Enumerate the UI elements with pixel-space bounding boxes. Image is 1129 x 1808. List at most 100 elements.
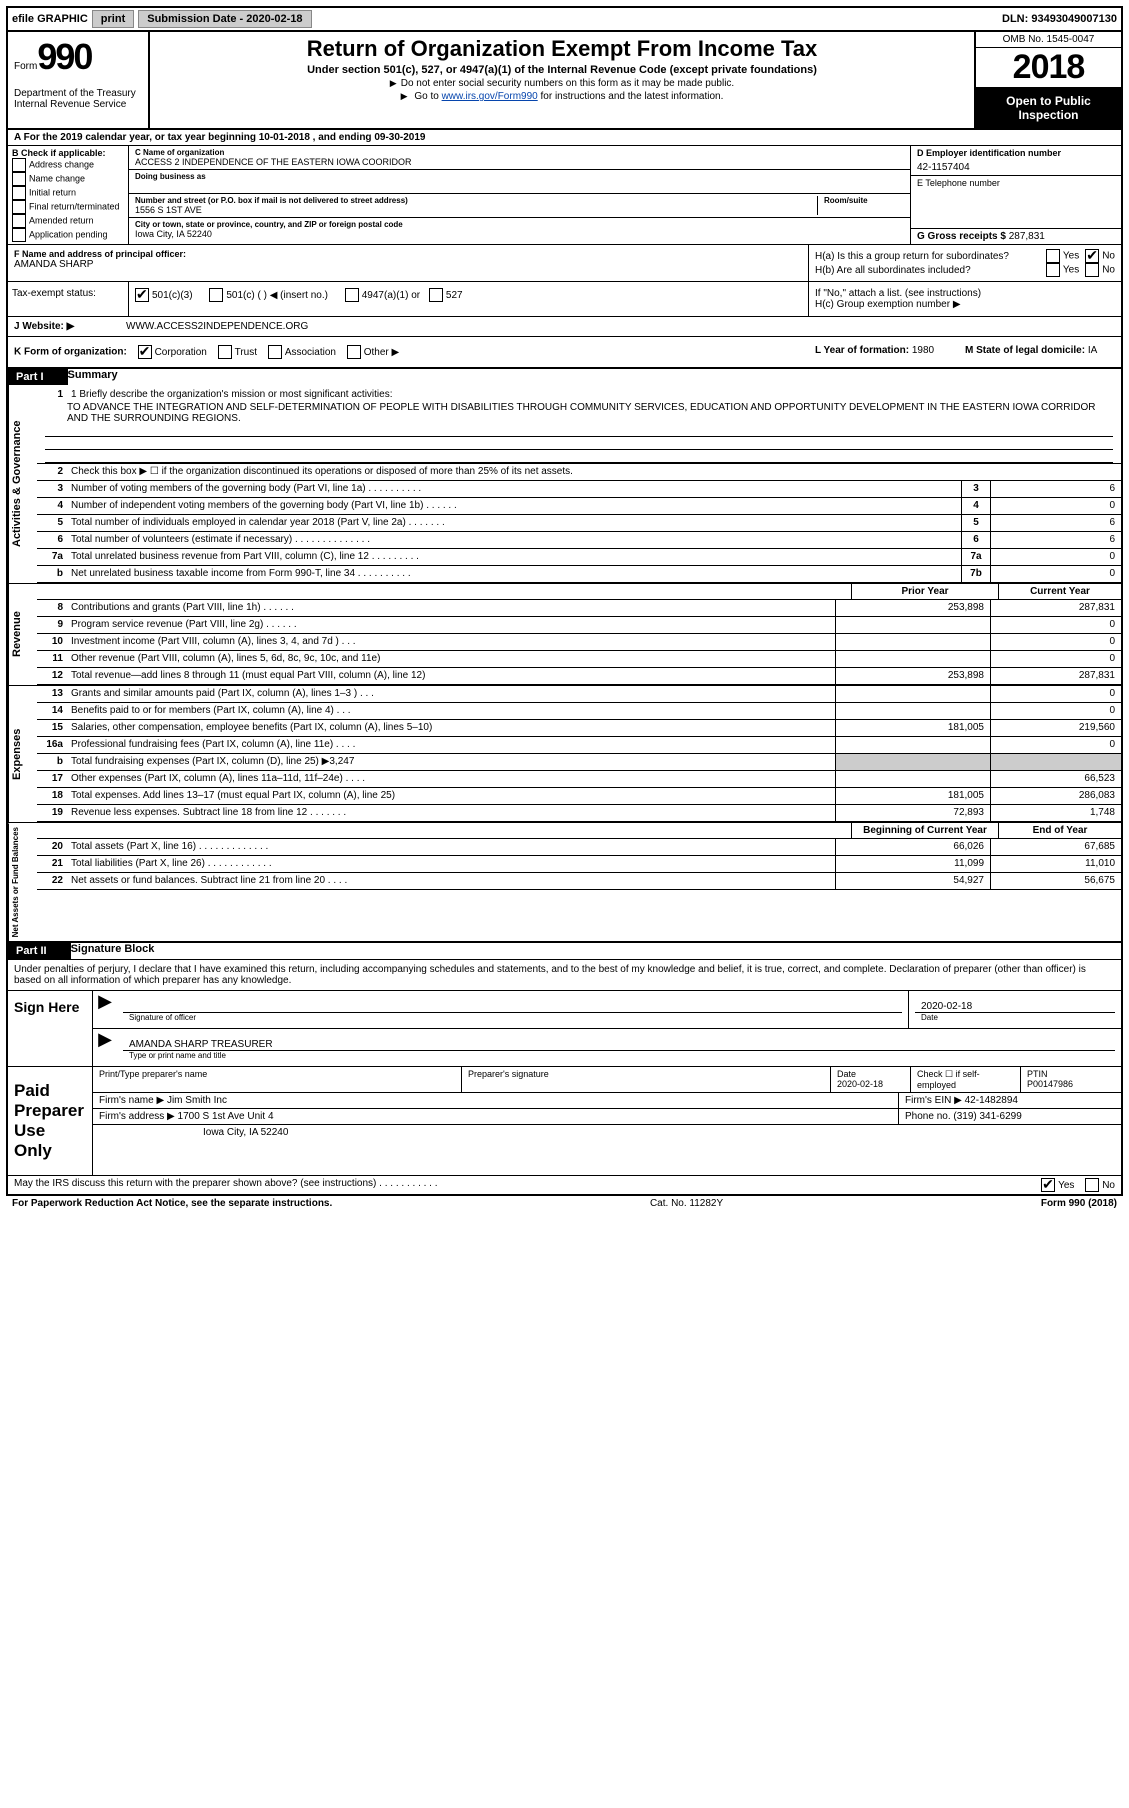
table-row: 3Number of voting members of the governi… [37, 481, 1121, 498]
signature-block: Under penalties of perjury, I declare th… [6, 959, 1123, 1196]
table-row: 16aProfessional fundraising fees (Part I… [37, 737, 1121, 754]
sign-date: 2020-02-18 [915, 993, 1115, 1012]
part1-header: Part I Summary [8, 369, 1121, 385]
chk-assoc[interactable]: Association [268, 347, 336, 358]
table-row: 17Other expenses (Part IX, column (A), l… [37, 771, 1121, 788]
dln-label: DLN: 93493049007130 [1002, 13, 1117, 25]
mission-text: TO ADVANCE THE INTEGRATION AND SELF-DETE… [37, 402, 1121, 424]
omb-number: OMB No. 1545-0047 [976, 32, 1121, 48]
table-row: bNet unrelated business taxable income f… [37, 566, 1121, 583]
org-city: Iowa City, IA 52240 [135, 229, 904, 239]
chk-527[interactable]: 527 [429, 290, 463, 301]
governance-block: Activities & Governance 11 Briefly descr… [8, 385, 1121, 583]
table-row: 11Other revenue (Part VIII, column (A), … [37, 651, 1121, 668]
table-row: 14Benefits paid to or for members (Part … [37, 703, 1121, 720]
table-row: 15Salaries, other compensation, employee… [37, 720, 1121, 737]
table-row: 9Program service revenue (Part VIII, lin… [37, 617, 1121, 634]
year-formation: 1980 [912, 345, 934, 356]
top-bar: efile GRAPHIC print Submission Date - 20… [6, 6, 1123, 32]
print-button[interactable]: print [92, 10, 134, 28]
table-row: 7aTotal unrelated business revenue from … [37, 549, 1121, 566]
officer-signature[interactable] [123, 993, 902, 1012]
perjury-declaration: Under penalties of perjury, I declare th… [8, 960, 1121, 990]
part2-header: Part II Signature Block [6, 943, 1123, 959]
section-b: B Check if applicable: Address change Na… [8, 146, 129, 244]
officer-typed-name: AMANDA SHARP TREASURER [123, 1031, 1115, 1050]
section-d: D Employer identification number 42-1157… [910, 146, 1121, 244]
table-row: 10Investment income (Part VIII, column (… [37, 634, 1121, 651]
table-row: 5Total number of individuals employed in… [37, 515, 1121, 532]
public-inspection: Open to Public Inspection [976, 88, 1121, 128]
chk-501c3[interactable]: 501(c)(3) [135, 290, 193, 301]
form-note1: Do not enter social security numbers on … [158, 78, 966, 89]
chk-trust[interactable]: Trust [218, 347, 257, 358]
chk-corp[interactable]: Corporation [138, 347, 207, 358]
form-subtitle: Under section 501(c), 527, or 4947(a)(1)… [158, 64, 966, 76]
page-footer: For Paperwork Reduction Act Notice, see … [6, 1196, 1123, 1211]
efile-label: efile GRAPHIC [12, 13, 88, 25]
table-row: bTotal fundraising expenses (Part IX, co… [37, 754, 1121, 771]
ha-yes[interactable]: Yes [1046, 249, 1079, 263]
discuss-no[interactable]: No [1085, 1180, 1115, 1191]
firm-name: Jim Smith Inc [167, 1095, 227, 1106]
firm-address2: Iowa City, IA 52240 [93, 1125, 1121, 1140]
check-initial-return[interactable]: Initial return [12, 186, 124, 200]
table-row: 6Total number of volunteers (estimate if… [37, 532, 1121, 549]
section-fh: F Name and address of principal officer:… [6, 245, 1123, 282]
table-row: 19Revenue less expenses. Subtract line 1… [37, 805, 1121, 822]
table-row: 18Total expenses. Add lines 13–17 (must … [37, 788, 1121, 805]
revenue-block: Revenue Prior YearCurrent Year 8Contribu… [8, 583, 1121, 685]
table-row: 13Grants and similar amounts paid (Part … [37, 686, 1121, 703]
section-bcd: B Check if applicable: Address change Na… [6, 146, 1123, 245]
table-row: 4Number of independent voting members of… [37, 498, 1121, 515]
irs-link[interactable]: www.irs.gov/Form990 [442, 91, 538, 102]
discuss-yes[interactable]: Yes [1041, 1180, 1074, 1191]
firm-phone: (319) 341-6299 [953, 1111, 1021, 1122]
form-number-box: Form990 Department of the Treasury Inter… [8, 32, 150, 128]
website-row: J Website: ▶ WWW.ACCESS2INDEPENDENCE.ORG [6, 317, 1123, 337]
hb-no[interactable]: No [1085, 263, 1115, 277]
tax-year: 2018 [976, 48, 1121, 88]
hb-yes[interactable]: Yes [1046, 263, 1079, 277]
section-f: F Name and address of principal officer:… [8, 245, 809, 281]
right-header-box: OMB No. 1545-0047 2018 Open to Public In… [976, 32, 1121, 128]
table-row: 12Total revenue—add lines 8 through 11 (… [37, 668, 1121, 685]
table-row: 8Contributions and grants (Part VIII, li… [37, 600, 1121, 617]
arrow-icon: ▶ [93, 991, 117, 1028]
check-pending[interactable]: Application pending [12, 228, 124, 242]
check-address-change[interactable]: Address change [12, 158, 124, 172]
netassets-block: Net Assets or Fund Balances Beginning of… [8, 822, 1121, 943]
firm-address: 1700 S 1st Ave Unit 4 [178, 1111, 274, 1122]
expenses-block: Expenses 13Grants and similar amounts pa… [8, 685, 1121, 822]
discuss-row: May the IRS discuss this return with the… [8, 1175, 1121, 1194]
tax-exempt-row: Tax-exempt status: 501(c)(3) 501(c) ( ) … [6, 282, 1123, 317]
title-box: Return of Organization Exempt From Incom… [150, 32, 976, 128]
check-final-return[interactable]: Final return/terminated [12, 200, 124, 214]
ptin: P00147986 [1027, 1079, 1073, 1089]
arrow-icon: ▶ [93, 1029, 117, 1066]
state-domicile: IA [1088, 345, 1097, 356]
table-row: 20Total assets (Part X, line 16) . . . .… [37, 839, 1121, 856]
form-title: Return of Organization Exempt From Incom… [158, 36, 966, 62]
department-label: Department of the Treasury Internal Reve… [14, 88, 142, 110]
submission-date-button[interactable]: Submission Date - 2020-02-18 [138, 10, 311, 28]
section-h: H(a) Is this a group return for subordin… [809, 245, 1121, 281]
ha-no[interactable]: No [1085, 249, 1115, 263]
org-address: 1556 S 1ST AVE [135, 205, 817, 215]
chk-other[interactable]: Other ▶ [347, 347, 399, 358]
preparer-grid: Print/Type preparer's name Preparer's si… [93, 1067, 1121, 1093]
org-name: ACCESS 2 INDEPENDENCE OF THE EASTERN IOW… [135, 157, 904, 167]
table-row: 21Total liabilities (Part X, line 26) . … [37, 856, 1121, 873]
sign-here-row: Sign Here ▶ Signature of officer 2020-02… [8, 990, 1121, 1066]
section-c: C Name of organization ACCESS 2 INDEPEND… [129, 146, 910, 244]
chk-501c[interactable]: 501(c) ( ) ◀ (insert no.) [209, 290, 328, 301]
form-header: Form990 Department of the Treasury Inter… [6, 32, 1123, 130]
check-amended[interactable]: Amended return [12, 214, 124, 228]
officer-name: AMANDA SHARP [14, 259, 802, 270]
check-name-change[interactable]: Name change [12, 172, 124, 186]
row-k: K Form of organization: Corporation Trus… [6, 337, 1123, 369]
paid-preparer-row: Paid Preparer Use Only Print/Type prepar… [8, 1066, 1121, 1175]
chk-4947[interactable]: 4947(a)(1) or [345, 290, 420, 301]
ein: 42-1157404 [917, 162, 1115, 173]
part1: Part I Summary Activities & Governance 1… [6, 369, 1123, 943]
